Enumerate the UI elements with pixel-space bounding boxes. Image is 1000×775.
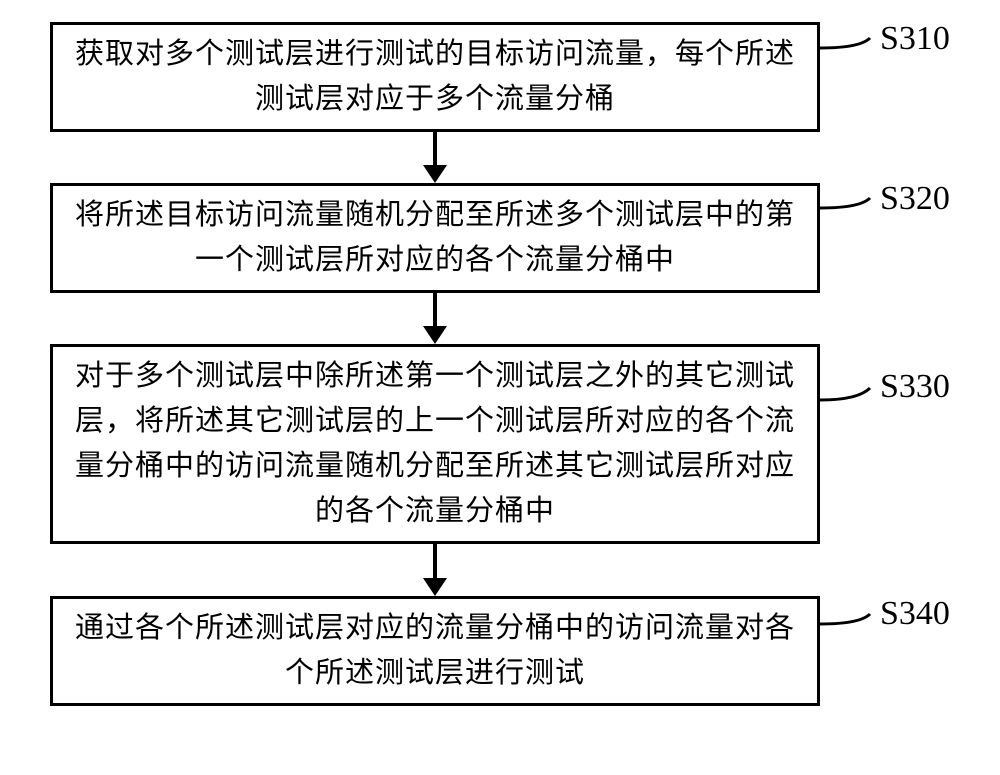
step-box-1: 获取对多个测试层进行测试的目标访问流量，每个所述测试层对应于多个流量分桶 (50, 22, 820, 132)
step-box-2: 将所述目标访问流量随机分配至所述多个测试层中的第一个测试层所对应的各个流量分桶中 (50, 183, 820, 293)
flowchart-container: 获取对多个测试层进行测试的目标访问流量，每个所述测试层对应于多个流量分桶 将所述… (0, 0, 1000, 775)
step-box-3: 对于多个测试层中除所述第一个测试层之外的其它测试层，将所述其它测试层的上一个测试… (50, 344, 820, 544)
step-label-s330: S330 (880, 368, 950, 406)
callout-line-1 (820, 38, 870, 48)
callout-line-3 (820, 388, 870, 400)
arrow-1 (423, 132, 447, 183)
step-label-s310: S310 (880, 20, 950, 58)
arrow-3 (423, 544, 447, 596)
step-label-s340: S340 (880, 595, 950, 633)
arrow-2 (423, 293, 447, 344)
step-label-s320: S320 (880, 180, 950, 218)
step-text-2: 将所述目标访问流量随机分配至所述多个测试层中的第一个测试层所对应的各个流量分桶中 (73, 193, 797, 283)
step-box-4: 通过各个所述测试层对应的流量分桶中的访问流量对各个所述测试层进行测试 (50, 596, 820, 706)
callout-line-2 (820, 198, 870, 208)
step-text-4: 通过各个所述测试层对应的流量分桶中的访问流量对各个所述测试层进行测试 (73, 606, 797, 696)
callout-line-4 (820, 614, 870, 624)
step-text-3: 对于多个测试层中除所述第一个测试层之外的其它测试层，将所述其它测试层的上一个测试… (73, 354, 797, 534)
step-text-1: 获取对多个测试层进行测试的目标访问流量，每个所述测试层对应于多个流量分桶 (73, 32, 797, 122)
